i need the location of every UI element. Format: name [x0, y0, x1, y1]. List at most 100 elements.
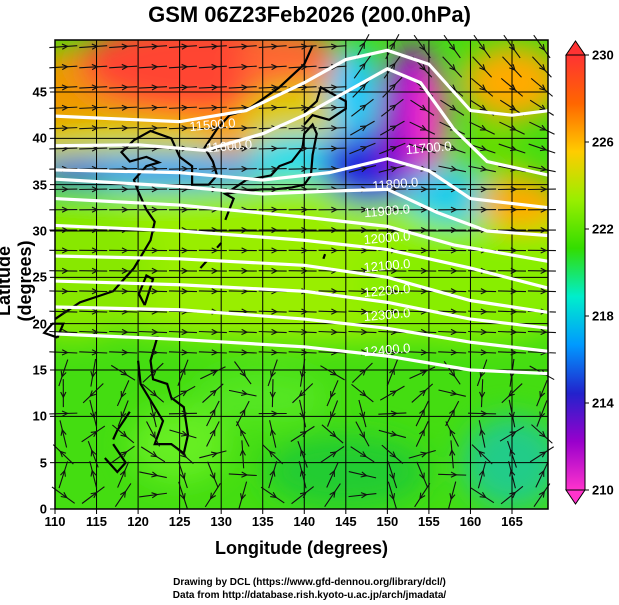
streamline-segment: [351, 98, 374, 117]
streamline-arrow-icon: [390, 308, 398, 315]
streamline-segment: [468, 330, 497, 334]
streamline-arrow-icon: [390, 206, 398, 213]
streamline-arrow-icon: [450, 206, 458, 213]
streamline-segment: [473, 34, 491, 59]
streamline-arrow-icon: [271, 349, 279, 356]
streamline-arrow-icon: [420, 370, 428, 377]
streamline-arrow-icon: [331, 206, 338, 213]
streamline-segment: [79, 330, 108, 334]
streamline-arrow-icon: [241, 43, 249, 50]
streamline-segment: [348, 290, 377, 293]
streamline-segment: [236, 421, 250, 447]
streamline-segment: [533, 483, 551, 507]
streamline-segment: [288, 106, 317, 109]
streamline-segment: [381, 444, 404, 464]
streamline-segment: [387, 481, 397, 509]
coastline: [216, 242, 223, 249]
streamline-arrow-icon: [480, 410, 488, 417]
streamline-segment: [117, 400, 129, 427]
streamline-segment: [169, 429, 197, 439]
streamline-segment: [438, 143, 466, 154]
streamline-segment: [112, 424, 135, 444]
streamline-arrow-icon: [61, 267, 69, 274]
streamline-arrow-icon: [359, 431, 366, 439]
streamline-arrow-icon: [359, 390, 367, 397]
streamline-arrow-icon: [480, 186, 488, 193]
streamline-arrow-icon: [540, 186, 548, 193]
streamline-arrow-icon: [121, 247, 129, 254]
streamline-segment: [79, 310, 108, 313]
y-tick-label: 0: [39, 501, 47, 517]
coastline: [303, 85, 347, 126]
streamline-segment: [269, 420, 277, 448]
streamline-arrow-icon: [120, 390, 127, 399]
streamline-arrow-icon: [360, 146, 368, 152]
streamline-arrow-icon: [151, 247, 159, 254]
x-tick-label: 160: [459, 514, 482, 529]
streamline-arrow-icon: [121, 63, 129, 71]
streamline-segment: [292, 383, 314, 404]
streamline-segment: [116, 380, 130, 407]
streamline-arrow-icon: [509, 491, 517, 499]
streamline-arrow-icon: [450, 328, 458, 336]
streamline-segment: [468, 290, 497, 293]
streamline-segment: [79, 106, 108, 109]
streamline-arrow-icon: [179, 472, 186, 480]
streamline-arrow-icon: [91, 104, 99, 111]
streamline-segment: [468, 143, 496, 154]
streamline-arrow-icon: [359, 83, 367, 91]
field-region: [354, 230, 548, 343]
streamline-arrow-icon: [61, 349, 69, 356]
colorbar-tick-label: 222: [592, 221, 614, 237]
streamline-segment: [468, 351, 497, 354]
streamline-arrow-icon: [389, 62, 396, 70]
streamline-segment: [258, 45, 287, 49]
streamline-segment: [49, 310, 78, 313]
streamline-arrow-icon: [539, 411, 546, 419]
streamline-arrow-icon: [120, 369, 128, 376]
streamline-arrow-icon: [538, 43, 546, 52]
streamline-arrow-icon: [151, 186, 159, 193]
streamline-arrow-icon: [540, 165, 548, 172]
streamline-segment: [378, 351, 407, 354]
streamline-segment: [409, 366, 436, 380]
streamline-arrow-icon: [389, 125, 398, 132]
streamline-segment: [49, 86, 78, 89]
streamline-segment: [52, 444, 74, 465]
streamline-arrow-icon: [241, 165, 249, 173]
streamline-arrow-icon: [151, 288, 159, 295]
streamline-arrow-icon: [420, 267, 428, 274]
streamline-segment: [497, 330, 527, 334]
streamline-arrow-icon: [479, 64, 486, 71]
streamline-segment: [262, 444, 284, 465]
streamline-segment: [288, 168, 317, 170]
streamline-segment: [139, 471, 167, 479]
streamline-segment: [468, 165, 496, 173]
streamline-segment: [109, 147, 138, 150]
streamline-segment: [109, 290, 138, 293]
y-tick-label: 10: [32, 408, 47, 424]
streamline-arrow-icon: [89, 411, 97, 419]
streamline-segment: [324, 483, 341, 508]
streamline-arrow-icon: [271, 145, 279, 152]
contour-line: [54, 67, 550, 177]
streamline-arrow-icon: [91, 349, 99, 356]
x-tick-label: 115: [86, 514, 108, 529]
streamline-segment: [172, 444, 194, 465]
streamline-segment: [146, 421, 161, 447]
streamline-segment: [90, 358, 97, 387]
streamline-arrow-icon: [301, 267, 309, 274]
streamline-arrow-icon: [360, 226, 368, 234]
streamline-arrow-icon: [450, 165, 458, 172]
streamline-arrow-icon: [329, 430, 337, 438]
x-tick-label: 150: [376, 514, 399, 529]
streamline-arrow-icon: [180, 451, 188, 458]
streamline-arrow-icon: [390, 349, 398, 356]
streamline-arrow-icon: [479, 391, 486, 399]
streamline-arrow-icon: [270, 491, 278, 499]
streamline-arrow-icon: [271, 267, 279, 274]
streamline-arrow-icon: [89, 390, 97, 397]
streamline-segment: [497, 290, 527, 293]
streamline-segment: [241, 440, 245, 469]
streamline-segment: [378, 330, 407, 334]
